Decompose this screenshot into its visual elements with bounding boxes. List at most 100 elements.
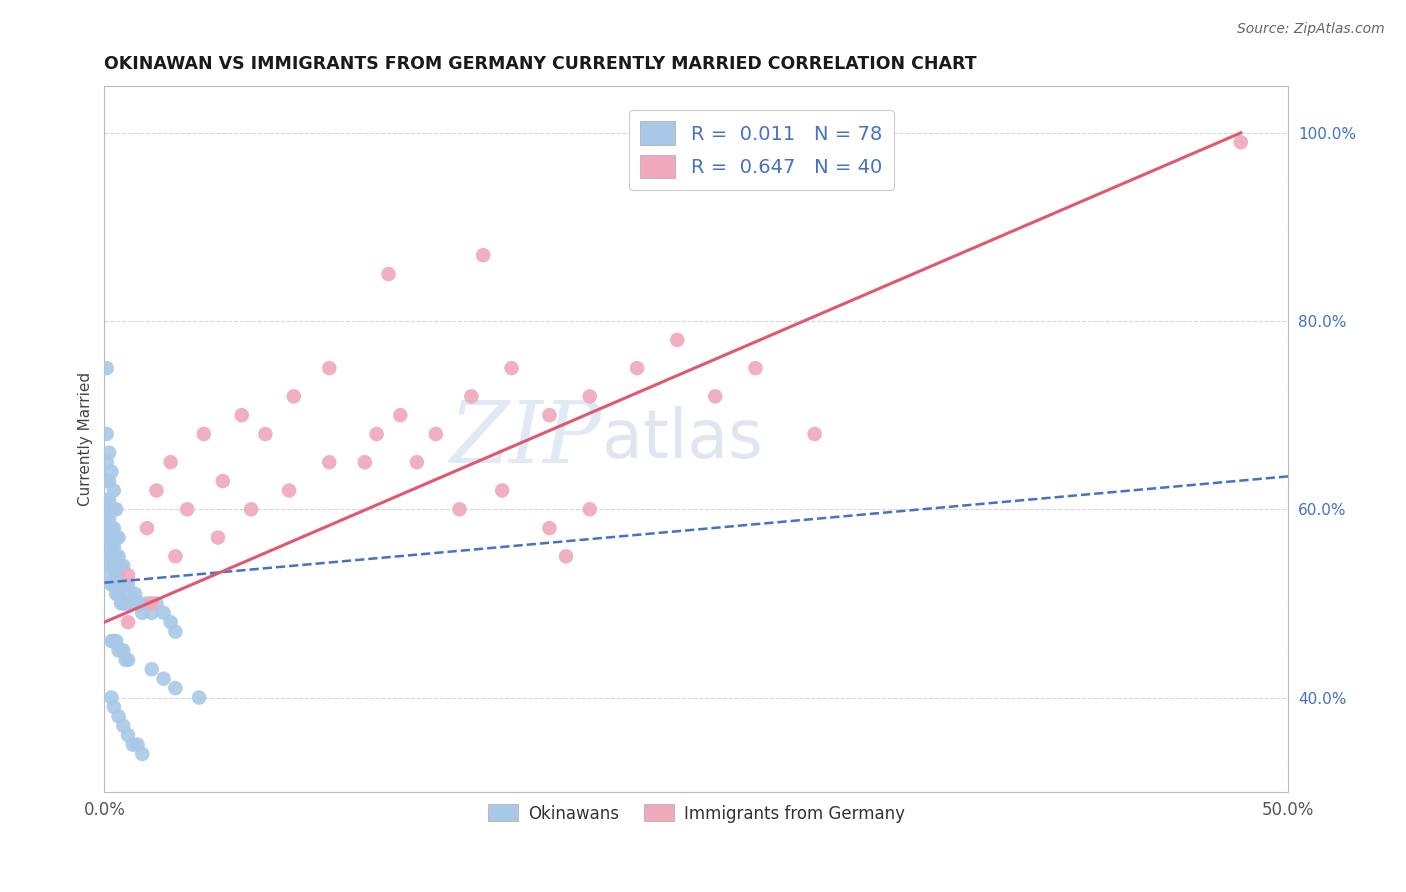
Point (240, 502, 263, 516)
Legend: Okinawans, Immigrants from Germany: Okinawans, Immigrants from Germany (481, 797, 911, 830)
Point (107, 643, 129, 657)
Point (105, 587, 128, 601)
Point (100, 521, 122, 535)
Point (124, 587, 146, 601)
Point (501, 361, 523, 376)
Point (425, 427, 447, 442)
Point (98, 474, 121, 488)
Point (100, 690, 122, 705)
Point (112, 643, 135, 657)
Y-axis label: Currently Married: Currently Married (79, 372, 93, 506)
Point (377, 267, 399, 281)
Point (318, 455, 340, 469)
Point (112, 596, 135, 610)
Point (107, 549, 129, 564)
Point (353, 455, 375, 469)
Point (159, 615, 181, 630)
Point (100, 502, 122, 516)
Point (117, 596, 139, 610)
Point (105, 531, 128, 545)
Point (100, 540, 122, 554)
Point (803, 427, 825, 442)
Point (193, 427, 215, 442)
Point (98, 492, 121, 507)
Point (278, 483, 301, 498)
Point (103, 502, 125, 516)
Point (114, 653, 136, 667)
Point (152, 606, 174, 620)
Point (98, 512, 121, 526)
Point (120, 587, 142, 601)
Point (103, 483, 125, 498)
Point (117, 577, 139, 591)
Point (103, 521, 125, 535)
Point (211, 474, 233, 488)
Point (136, 596, 159, 610)
Point (145, 596, 167, 610)
Point (110, 596, 132, 610)
Point (460, 389, 482, 403)
Point (666, 333, 689, 347)
Point (131, 606, 153, 620)
Point (145, 483, 167, 498)
Text: OKINAWAN VS IMMIGRANTS FROM GERMANY CURRENTLY MARRIED CORRELATION CHART: OKINAWAN VS IMMIGRANTS FROM GERMANY CURR… (104, 55, 977, 73)
Text: atlas: atlas (602, 406, 762, 472)
Point (744, 361, 766, 376)
Point (107, 709, 129, 723)
Point (96, 492, 118, 507)
Point (110, 643, 132, 657)
Point (449, 502, 471, 516)
Point (141, 662, 163, 676)
Point (626, 361, 648, 376)
Point (96, 427, 118, 442)
Point (491, 483, 513, 498)
Point (136, 521, 159, 535)
Text: ZIP: ZIP (450, 397, 602, 480)
Point (207, 531, 229, 545)
Point (366, 427, 388, 442)
Point (100, 558, 122, 573)
Point (127, 596, 149, 610)
Point (96, 455, 118, 469)
Point (114, 577, 136, 591)
Point (704, 389, 727, 403)
Point (96, 549, 118, 564)
Point (121, 596, 143, 610)
Point (103, 540, 125, 554)
Point (105, 568, 128, 582)
Point (1229, 135, 1251, 149)
Text: Source: ZipAtlas.com: Source: ZipAtlas.com (1237, 22, 1385, 37)
Point (107, 531, 129, 545)
Point (96, 531, 118, 545)
Point (96, 474, 118, 488)
Point (96, 361, 118, 376)
Point (141, 606, 163, 620)
Point (127, 738, 149, 752)
Point (98, 531, 121, 545)
Point (107, 568, 129, 582)
Point (110, 577, 132, 591)
Point (141, 596, 163, 610)
Point (117, 568, 139, 582)
Point (112, 558, 135, 573)
Point (152, 672, 174, 686)
Point (100, 634, 122, 648)
Point (165, 624, 187, 639)
Point (131, 747, 153, 761)
Point (103, 700, 125, 714)
Point (112, 719, 135, 733)
Point (112, 577, 135, 591)
Point (283, 389, 305, 403)
Point (538, 408, 561, 422)
Point (578, 389, 600, 403)
Point (105, 634, 128, 648)
Point (103, 634, 125, 648)
Point (128, 596, 150, 610)
Point (98, 549, 121, 564)
Point (389, 408, 412, 422)
Point (100, 465, 122, 479)
Point (472, 248, 495, 262)
Point (538, 521, 561, 535)
Point (318, 361, 340, 376)
Point (159, 455, 181, 469)
